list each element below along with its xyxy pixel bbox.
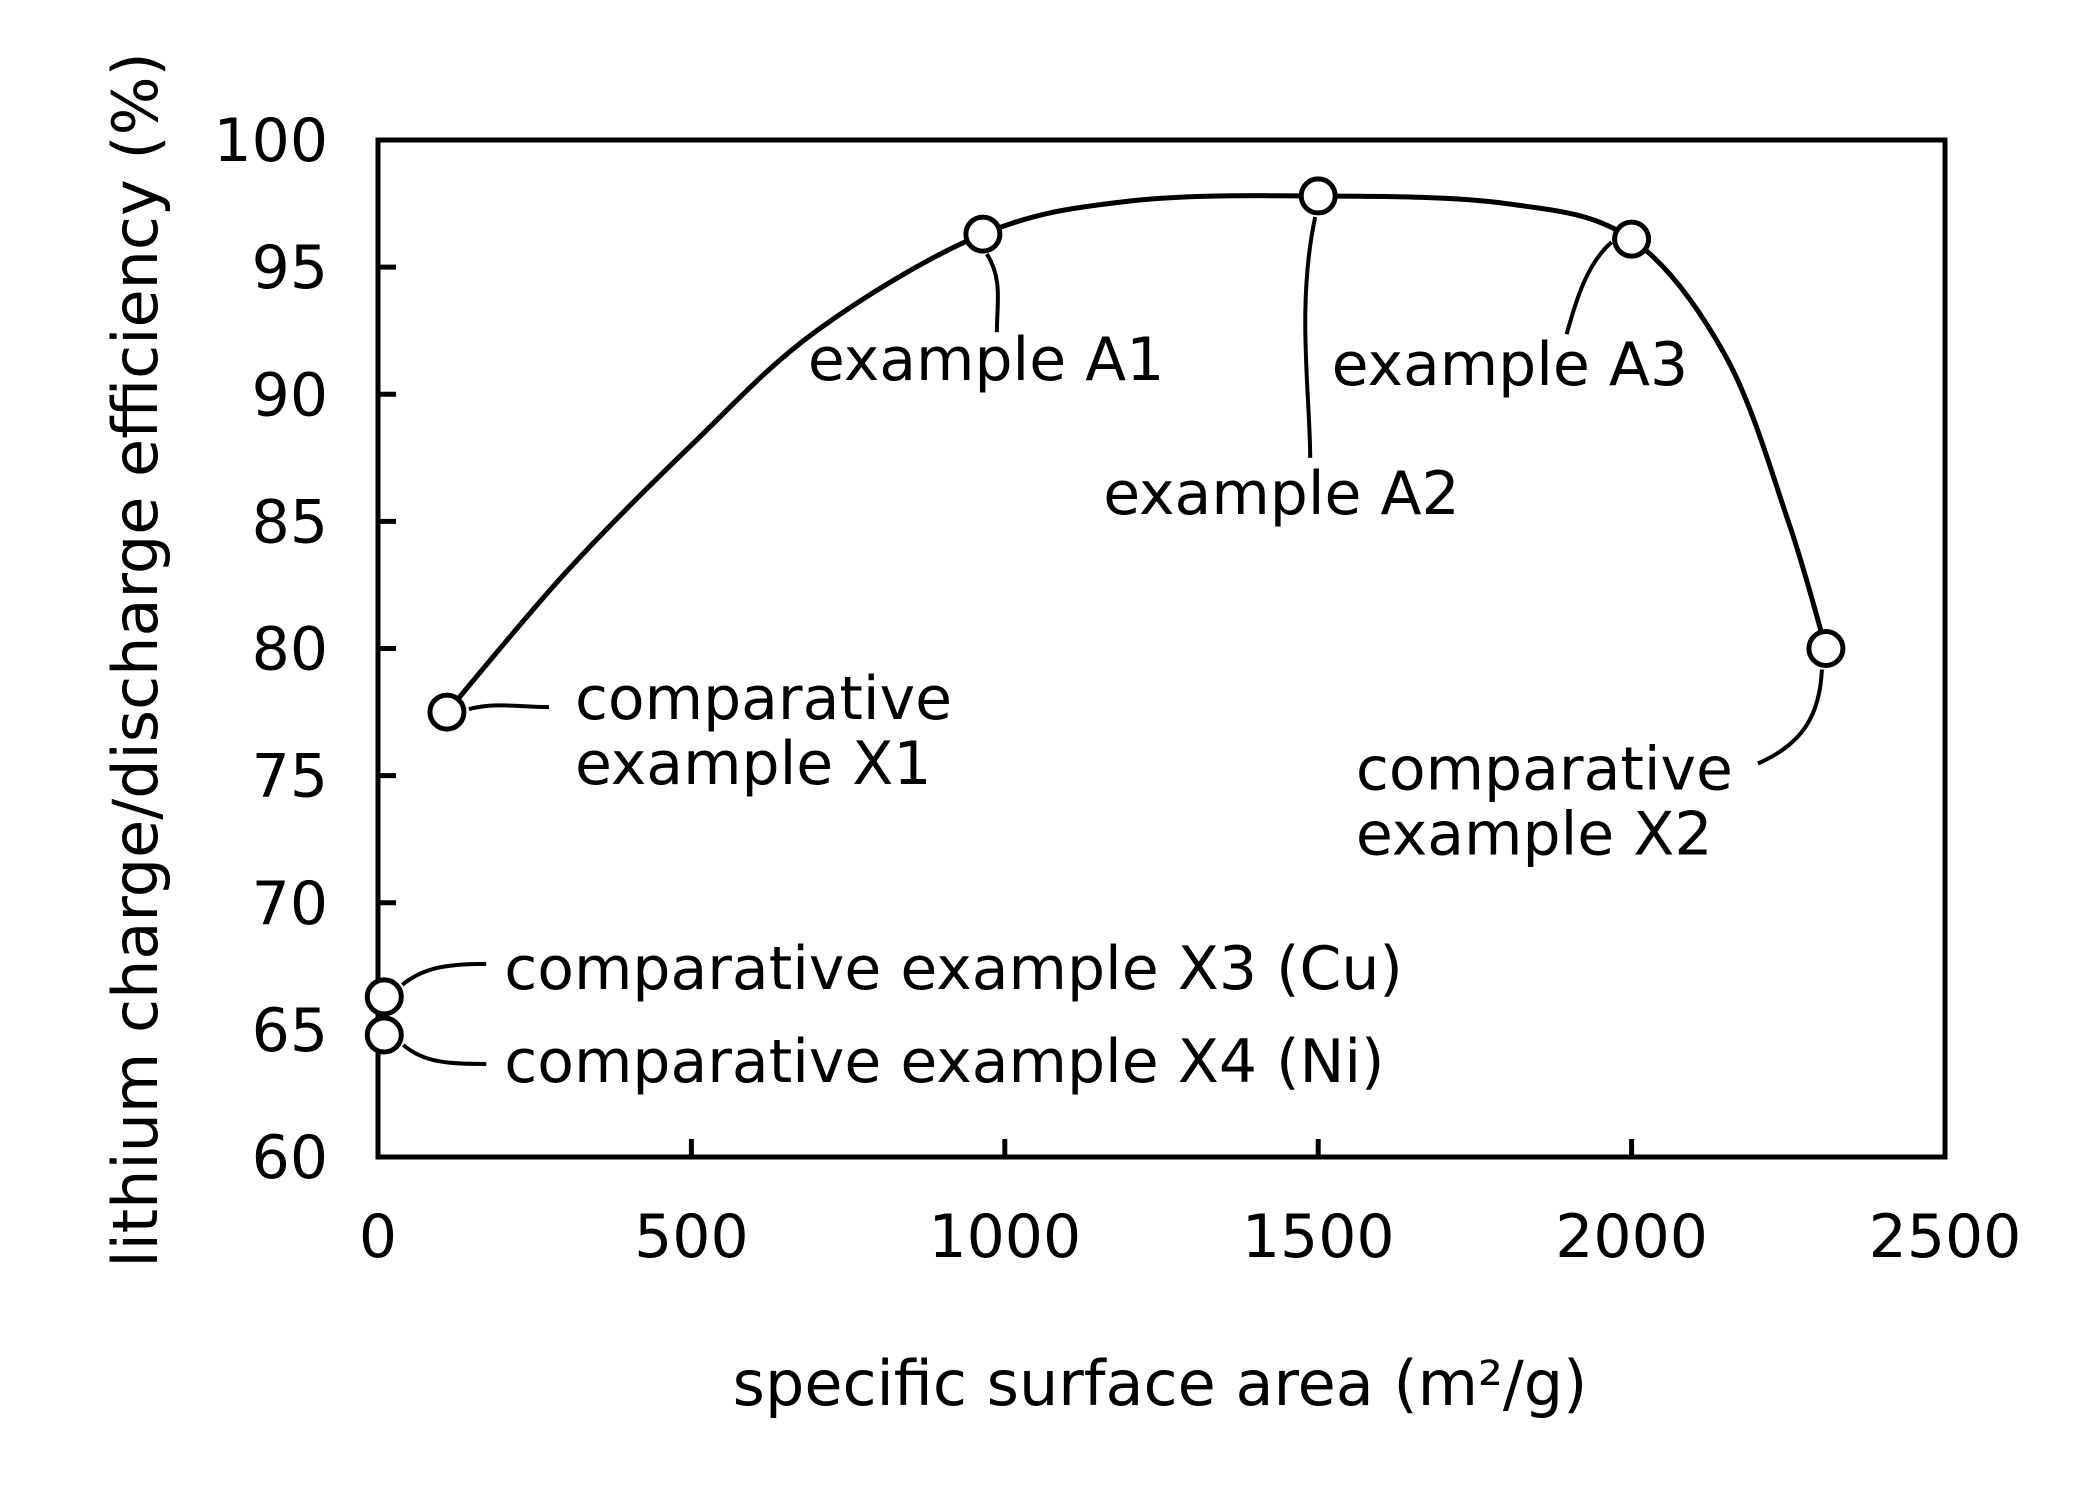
point-annotation: example A2 <box>1103 459 1460 529</box>
x-tick-label: 1500 <box>1242 1202 1395 1272</box>
point-annotation: comparative example X4 (Ni) <box>504 1027 1384 1097</box>
x-tick-label: 1000 <box>928 1202 1081 1272</box>
y-tick-label: 70 <box>252 869 328 939</box>
data-point-marker <box>367 980 401 1014</box>
leader-line <box>987 254 998 332</box>
y-tick-label: 85 <box>252 487 328 557</box>
x-tick-label: 2500 <box>1869 1202 2022 1272</box>
x-tick-label: 2000 <box>1555 1202 1708 1272</box>
plot-frame <box>378 140 1945 1157</box>
data-point-marker <box>367 1018 401 1052</box>
leader-line <box>469 705 549 709</box>
leader-line <box>1758 670 1822 764</box>
data-point-marker <box>1615 222 1649 256</box>
y-tick-label: 100 <box>213 106 328 176</box>
fit-curve <box>447 196 1826 712</box>
y-tick-label: 60 <box>252 1123 328 1193</box>
y-axis-title: lithium charge/discharge efficiency (%) <box>99 52 172 1267</box>
data-point-marker <box>430 695 464 729</box>
x-tick-label: 500 <box>634 1202 749 1272</box>
y-tick-label: 80 <box>252 615 328 685</box>
data-point-marker <box>966 217 1000 251</box>
y-tick-label: 65 <box>252 996 328 1066</box>
point-annotation: example A1 <box>808 325 1165 395</box>
point-annotation: example X1 <box>575 729 932 799</box>
leader-line <box>1567 242 1612 334</box>
point-annotation: comparative example X3 (Cu) <box>504 934 1403 1004</box>
y-tick-label: 75 <box>252 742 328 812</box>
y-tick-label: 95 <box>252 233 328 303</box>
leader-line <box>403 1045 486 1064</box>
x-tick-label: 0 <box>359 1202 397 1272</box>
y-tick-label: 90 <box>252 360 328 430</box>
data-point-marker <box>1301 179 1335 213</box>
point-annotation: example X2 <box>1356 800 1713 870</box>
point-annotation: comparative <box>1356 735 1733 805</box>
leader-line <box>1305 217 1315 458</box>
leader-line <box>402 964 486 985</box>
point-annotation: comparative <box>575 664 952 734</box>
point-annotation: example A3 <box>1332 330 1689 400</box>
x-axis-title: specific surface area (m²/g) <box>733 1347 1588 1420</box>
data-point-marker <box>1809 632 1843 666</box>
